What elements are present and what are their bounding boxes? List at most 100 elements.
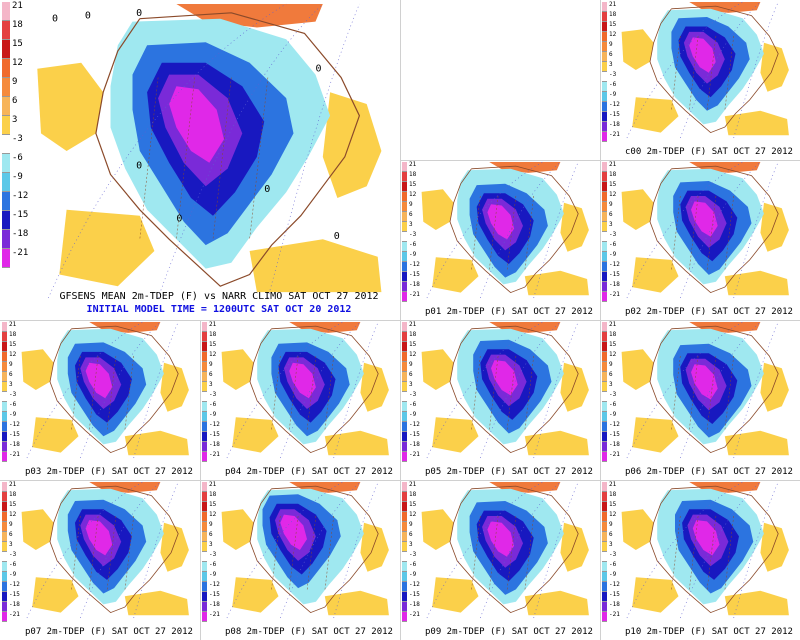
color-bar-swatch: 21 [402, 482, 416, 492]
color-bar-label: -21 [409, 451, 420, 458]
color-bar-legend: 21 18 15 12 9 6 3 -3 -6 -9 -12 -15 -18 -21 [202, 322, 220, 462]
warm-anomaly-east [160, 522, 189, 572]
state-border [688, 35, 699, 111]
state-border [88, 515, 99, 591]
member-caption: p01 2m-TDEP (F) SAT OCT 27 2012 [425, 307, 593, 317]
color-bar-swatch: -9 [202, 412, 216, 422]
color-bar-label: 15 [409, 501, 417, 508]
color-bar-label: 12 [209, 351, 217, 358]
contour-label: 0 [334, 231, 340, 242]
state-border [488, 195, 499, 271]
color-bar-swatch: 18 [2, 332, 16, 342]
state-border [88, 355, 99, 431]
color-bar-label: -12 [609, 261, 620, 268]
color-bar-label: 18 [209, 491, 217, 498]
color-bar-swatch: -21 [402, 452, 420, 462]
graticule-line [133, 321, 179, 459]
graticule-line [626, 321, 743, 459]
color-bar-label: 15 [409, 181, 417, 188]
state-border [724, 35, 734, 111]
color-bar-swatch: 6 [402, 212, 413, 222]
color-bar-label: -12 [9, 581, 20, 588]
state-border [506, 515, 517, 591]
warm-anomaly-gulf [724, 110, 789, 136]
color-bar-swatch: 12 [402, 192, 416, 202]
color-bar-label: -12 [609, 101, 620, 108]
color-bar-swatch: 15 [402, 502, 416, 512]
color-bar-label: 12 [409, 191, 417, 198]
state-border [306, 355, 317, 431]
graticule-line [480, 161, 561, 299]
graticule-line [226, 481, 343, 619]
color-bar-swatch: -15 [402, 592, 420, 602]
color-bar-swatch: -3 [2, 135, 23, 154]
color-bar-swatch: -9 [402, 412, 416, 422]
color-bar-swatch: -9 [602, 92, 616, 102]
graticule-line [133, 481, 179, 619]
color-bar-label: -3 [409, 231, 417, 238]
color-bar-label: 15 [609, 501, 617, 508]
color-bar-legend: 21 18 15 12 9 6 3 -3 -6 -9 -12 -15 -18 -21 [602, 162, 620, 302]
color-bar-label: -12 [609, 421, 620, 428]
color-bar-swatch: -6 [402, 562, 416, 572]
graticule-line [333, 481, 379, 619]
color-bar-swatch: -15 [602, 272, 620, 282]
color-bar-swatch: -21 [202, 452, 220, 462]
color-bar-label: -9 [12, 172, 23, 182]
color-bar-swatch: -12 [602, 102, 620, 112]
color-bar-swatch: 18 [402, 172, 416, 182]
warm-anomaly-east [760, 202, 789, 252]
color-bar-label: 6 [609, 371, 613, 378]
warm-anomaly-gulf [724, 270, 789, 296]
color-bar-swatch: -12 [2, 582, 20, 592]
member-panel-p02: 21 18 15 12 9 6 3 -3 -6 -9 -12 -15 -18 -21 p02 2m-TDE… [600, 160, 800, 320]
member-map-p01 [400, 160, 600, 320]
color-bar-swatch: 3 [2, 116, 17, 135]
color-bar-label: -6 [609, 561, 617, 568]
color-bar-label: -15 [9, 591, 20, 598]
color-bar-label: -6 [609, 401, 617, 408]
color-bar-label: -18 [209, 601, 220, 608]
color-bar-label: -3 [609, 71, 617, 78]
color-bar-swatch: -21 [602, 132, 620, 142]
color-bar-swatch: 3 [202, 542, 213, 552]
color-bar-label: 6 [12, 96, 18, 106]
cold-anomaly-21 [85, 362, 113, 399]
color-bar-swatch: 6 [2, 97, 17, 116]
color-bar-label: 12 [609, 31, 617, 38]
state-border [671, 35, 681, 111]
cold-anomaly-21 [691, 364, 718, 400]
graticule-line [733, 321, 779, 459]
graticule-line [680, 481, 761, 619]
state-border [706, 355, 717, 431]
color-bar-label: -9 [609, 571, 617, 578]
color-bar-label: -3 [609, 551, 617, 558]
member-panel-p01: 21 18 15 12 9 6 3 -3 -6 -9 -12 -15 -18 -21 p01 2m-TDE… [400, 160, 600, 320]
color-bar-label: -21 [12, 248, 29, 258]
color-bar-label: -3 [409, 551, 417, 558]
warm-anomaly-east [760, 522, 789, 572]
color-bar-label: -15 [9, 431, 20, 438]
color-bar-swatch: -6 [402, 242, 416, 252]
color-bar-label: 12 [609, 351, 617, 358]
color-bar-swatch: -6 [602, 82, 616, 92]
graticule-line [426, 161, 543, 299]
color-bar-swatch: 9 [202, 362, 213, 372]
color-bar-swatch: 6 [602, 532, 613, 542]
cold-anomaly-21 [691, 201, 718, 237]
color-bar-swatch: 21 [2, 322, 16, 332]
color-bar-label: -12 [409, 261, 420, 268]
color-bar-swatch: -15 [602, 432, 620, 442]
state-border [324, 355, 334, 431]
color-bar-label: 21 [209, 321, 217, 328]
color-bar-swatch: -12 [402, 582, 420, 592]
warm-anomaly-east [560, 202, 589, 252]
color-bar-label: -6 [209, 401, 217, 408]
color-bar-label: 3 [409, 541, 413, 548]
color-bar-label: 9 [209, 361, 213, 368]
color-bar-label: 18 [609, 331, 617, 338]
graticule-line [26, 481, 143, 619]
contour-label: 0 [52, 14, 58, 25]
color-bar-swatch: -6 [2, 402, 16, 412]
warm-anomaly-gulf [524, 430, 589, 456]
